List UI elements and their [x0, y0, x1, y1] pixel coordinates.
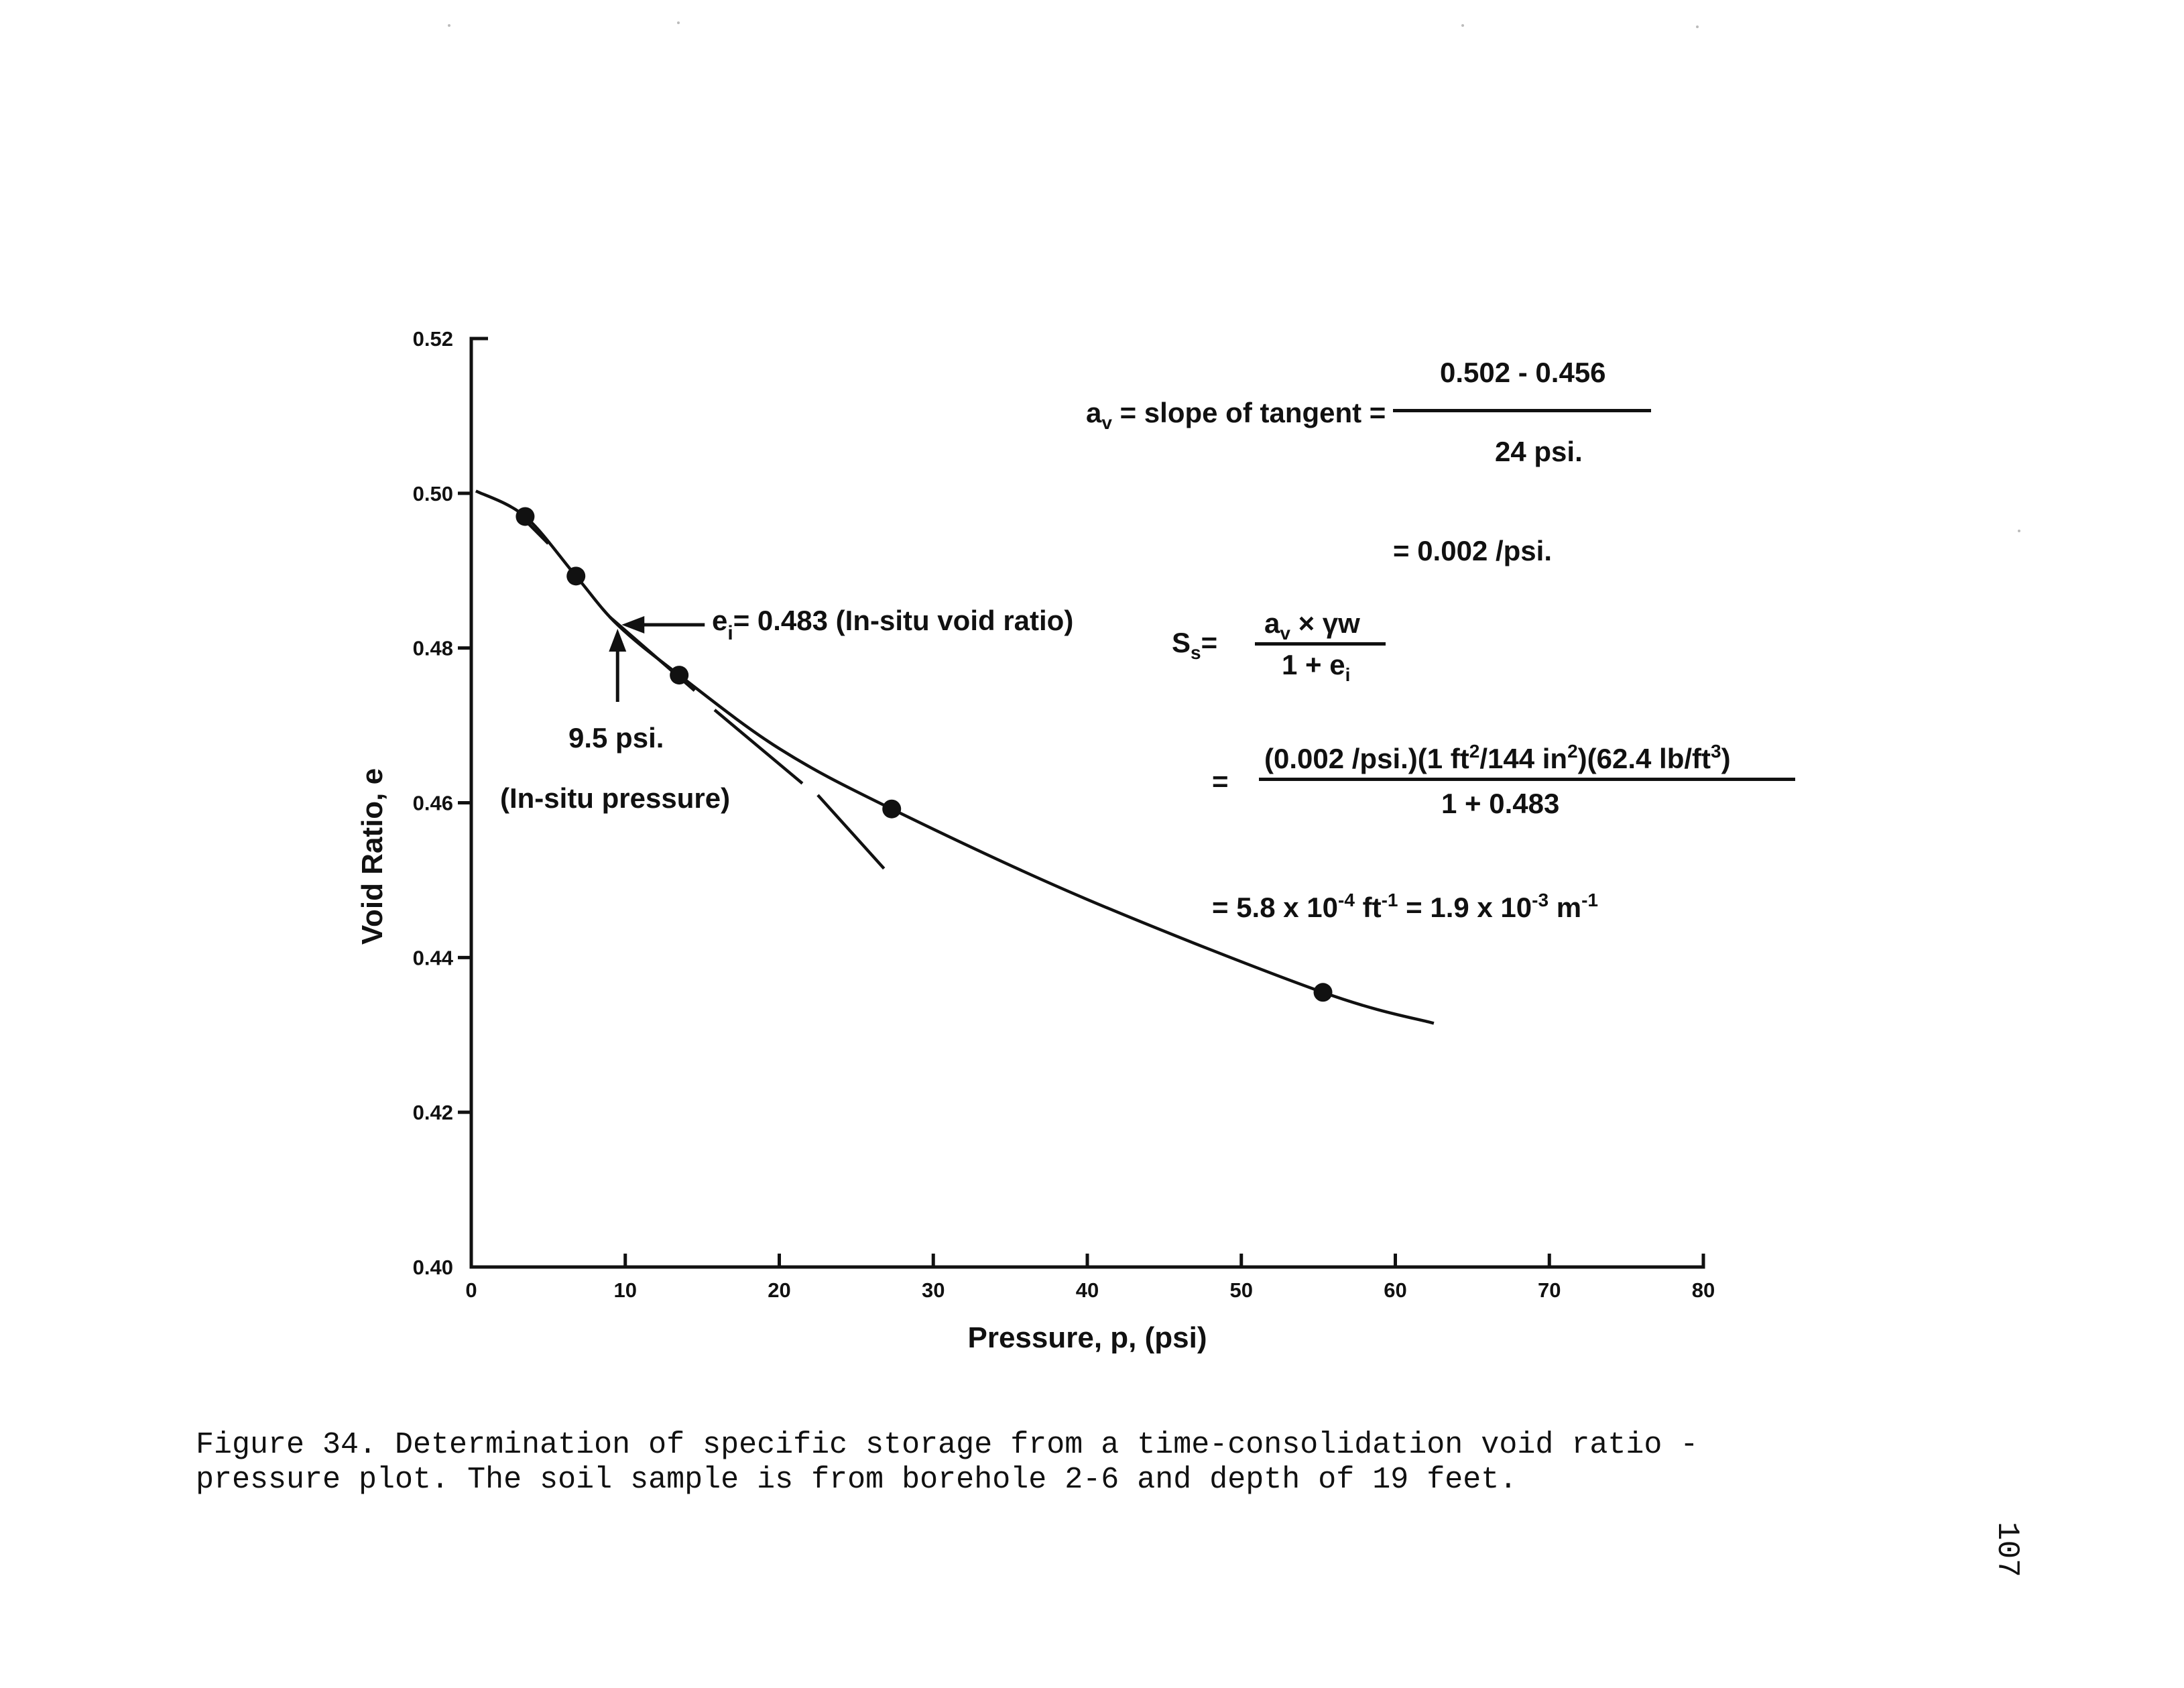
y-tick-label: 0.46: [413, 792, 453, 815]
tangent-segment: [816, 794, 886, 870]
x-tick-label: 70: [1538, 1278, 1561, 1302]
y-tick-label: 0.42: [413, 1101, 453, 1124]
y-tick-label: 0.52: [413, 327, 453, 351]
x-tick-label: 50: [1230, 1278, 1253, 1302]
av-fraction-bar: [1393, 409, 1651, 412]
x-tick-label: 60: [1384, 1278, 1406, 1302]
tangent-segment: [713, 709, 804, 785]
calc-numerator: (0.002 /psi.)(1 ft2/144 in2)(62.4 lb/ft3…: [1264, 741, 1731, 775]
av-denominator: 24 psi.: [1495, 436, 1583, 467]
calc-denominator: 1 + 0.483: [1441, 788, 1560, 819]
data-point: [515, 507, 535, 526]
ei-arrowhead: [621, 616, 645, 634]
calc-equals: =: [1212, 766, 1229, 797]
data-point: [882, 799, 902, 819]
av-numerator: 0.502 - 0.456: [1440, 357, 1606, 388]
ss-lhs: Ss=: [1172, 627, 1218, 663]
y-tick-label: 0.50: [413, 482, 453, 505]
x-axis-ticks: 0 10 20 30 40 50 60 70 80: [465, 1254, 1715, 1302]
data-point: [566, 566, 586, 586]
calc-fraction-bar: [1259, 778, 1795, 781]
y-axis-title: Void Ratio, e: [356, 768, 389, 945]
axis-frame: [469, 337, 1705, 1269]
data-point: [670, 666, 689, 685]
scan-speck: [1696, 25, 1699, 28]
y-axis-ticks: 0.40 0.42 0.44 0.46 0.48 0.50 0.52: [413, 327, 471, 1279]
y-tick-label: 0.44: [413, 946, 454, 969]
x-tick-label: 0: [465, 1278, 477, 1302]
ss-fraction-bar: [1255, 642, 1386, 646]
ss-denominator: 1 + ei: [1282, 649, 1351, 685]
data-points: [515, 507, 1333, 1002]
scan-speck: [448, 24, 450, 27]
scan-speck: [1461, 24, 1464, 27]
annotation-arrows: [609, 616, 705, 703]
x-tick-label: 20: [768, 1278, 790, 1302]
axes: [469, 337, 1705, 1269]
x-tick-label: 80: [1692, 1278, 1715, 1302]
figure-caption: Figure 34. Determination of specific sto…: [196, 1428, 1699, 1497]
pressure-arrowhead: [609, 629, 627, 652]
scan-speck: [2018, 530, 2020, 532]
x-tick-label: 30: [922, 1278, 945, 1302]
av-equation-lhs: av = slope of tangent =: [1086, 397, 1386, 433]
pressure-value-annotation: 9.5 psi.: [568, 722, 664, 753]
y-tick-label: 0.40: [413, 1256, 453, 1279]
x-tick-label: 40: [1076, 1278, 1099, 1302]
x-axis-title: Pressure, p, (psi): [967, 1321, 1207, 1354]
page-number: 107: [1990, 1522, 2024, 1577]
y-tick-label: 0.48: [413, 637, 453, 660]
data-point: [1313, 983, 1333, 1002]
ei-annotation: ei= 0.483 (In-situ void ratio): [712, 605, 1073, 644]
ss-numerator: av × γw: [1264, 607, 1360, 644]
scan-speck: [677, 21, 680, 24]
av-result: = 0.002 /psi.: [1393, 535, 1552, 566]
x-tick-label: 10: [614, 1278, 637, 1302]
final-result: = 5.8 x 10-4 ft-1 = 1.9 x 10-3 m-1: [1212, 890, 1598, 924]
pressure-label-annotation: (In-situ pressure): [500, 782, 730, 814]
